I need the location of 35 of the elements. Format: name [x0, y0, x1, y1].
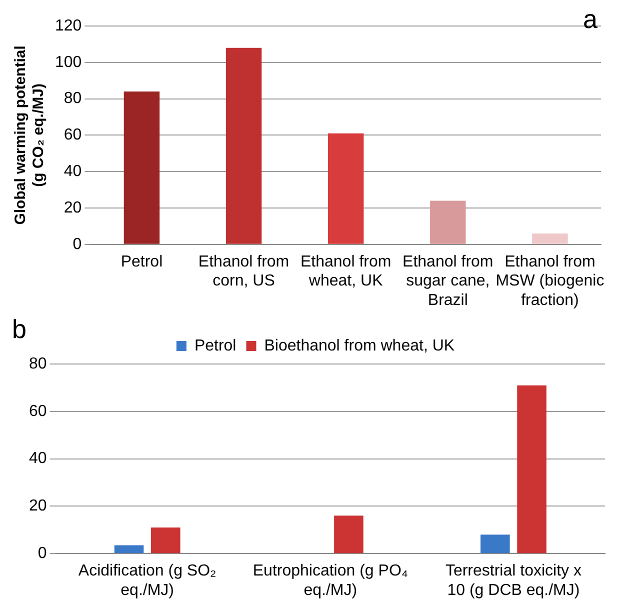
- x-tick-label: Eutrophication (g PO₄ eq./MJ): [252, 562, 408, 599]
- x-tick-label: Acidification (g SO₂ eq./MJ): [78, 562, 216, 599]
- annotation: a: [583, 4, 598, 34]
- bar: [114, 545, 144, 554]
- bar: [150, 528, 180, 554]
- bar: [124, 92, 160, 244]
- y-tick-label: 120: [54, 17, 82, 34]
- x-tick-label: Ethanol from corn, US: [198, 253, 290, 290]
- y-tick-label: 20: [29, 498, 47, 515]
- x-tick-label: Petrol: [120, 253, 163, 270]
- bar: [532, 233, 568, 244]
- bar: [430, 200, 466, 244]
- bar: [334, 516, 364, 554]
- y-tick-label: 100: [54, 54, 82, 71]
- x-tick-label: Ethanol from sugar cane, Brazil: [402, 253, 494, 309]
- bar: [480, 534, 510, 554]
- y-tick-label: 40: [64, 163, 82, 180]
- x-tick-label: Ethanol from wheat, UK: [300, 253, 392, 290]
- x-tick-label: Terrestrial toxicity x 10 (g DCB eq./MJ): [445, 562, 582, 599]
- x-tick-label: Ethanol from MSW (biogenic fraction): [496, 253, 604, 309]
- bar: [517, 385, 546, 554]
- y-tick-label: 0: [38, 545, 47, 562]
- y-tick-label: 20: [64, 199, 82, 216]
- y-tick-label: 80: [29, 355, 47, 372]
- y-tick-label: 80: [64, 90, 82, 108]
- bar: [328, 133, 364, 244]
- y-tick-label: 0: [72, 236, 82, 253]
- legend-label: Petrol: [194, 337, 236, 354]
- y-tick-label: 60: [64, 126, 82, 144]
- bar: [226, 48, 262, 244]
- legend-label: Bioethanol from wheat, UK: [264, 337, 455, 354]
- text: b: [12, 314, 26, 344]
- y-axis-title: Global warming potential (g CO₂ eq./MJ): [12, 46, 48, 225]
- y-tick-label: 60: [29, 402, 47, 420]
- y-tick-label: 40: [29, 450, 47, 468]
